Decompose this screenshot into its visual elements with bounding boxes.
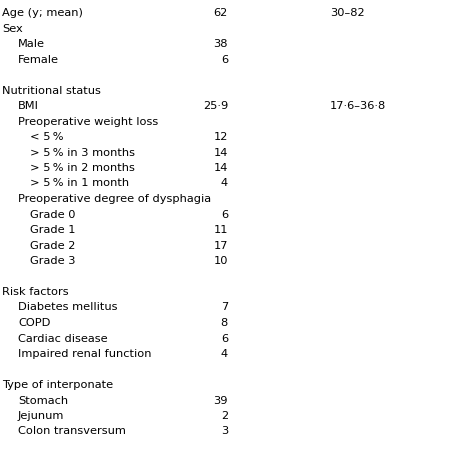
Text: 39: 39 <box>213 395 228 405</box>
Text: 62: 62 <box>214 8 228 18</box>
Text: 6: 6 <box>221 210 228 219</box>
Text: COPD: COPD <box>18 318 50 328</box>
Text: 6: 6 <box>221 334 228 344</box>
Text: 6: 6 <box>221 55 228 64</box>
Text: 2: 2 <box>221 411 228 421</box>
Text: Grade 0: Grade 0 <box>30 210 75 219</box>
Text: 11: 11 <box>213 225 228 235</box>
Text: Sex: Sex <box>2 24 23 34</box>
Text: Preoperative degree of dysphagia: Preoperative degree of dysphagia <box>18 194 211 204</box>
Text: 3: 3 <box>221 427 228 437</box>
Text: Cardiac disease: Cardiac disease <box>18 334 108 344</box>
Text: > 5 % in 1 month: > 5 % in 1 month <box>30 179 129 189</box>
Text: 8: 8 <box>221 318 228 328</box>
Text: Age (y; mean): Age (y; mean) <box>2 8 83 18</box>
Text: < 5 %: < 5 % <box>30 132 64 142</box>
Text: Male: Male <box>18 39 45 49</box>
Text: Grade 1: Grade 1 <box>30 225 75 235</box>
Text: Grade 3: Grade 3 <box>30 256 75 266</box>
Text: > 5 % in 3 months: > 5 % in 3 months <box>30 147 135 157</box>
Text: Colon transversum: Colon transversum <box>18 427 126 437</box>
Text: 10: 10 <box>213 256 228 266</box>
Text: 25·9: 25·9 <box>203 101 228 111</box>
Text: 7: 7 <box>221 302 228 312</box>
Text: 12: 12 <box>214 132 228 142</box>
Text: 38: 38 <box>213 39 228 49</box>
Text: 14: 14 <box>214 147 228 157</box>
Text: Preoperative weight loss: Preoperative weight loss <box>18 117 158 127</box>
Text: Grade 2: Grade 2 <box>30 240 75 250</box>
Text: 4: 4 <box>221 179 228 189</box>
Text: Type of interponate: Type of interponate <box>2 380 113 390</box>
Text: BMI: BMI <box>18 101 39 111</box>
Text: Female: Female <box>18 55 59 64</box>
Text: 17·6–36·8: 17·6–36·8 <box>330 101 386 111</box>
Text: Stomach: Stomach <box>18 395 68 405</box>
Text: > 5 % in 2 months: > 5 % in 2 months <box>30 163 135 173</box>
Text: Risk factors: Risk factors <box>2 287 69 297</box>
Text: 30–82: 30–82 <box>330 8 365 18</box>
Text: Impaired renal function: Impaired renal function <box>18 349 152 359</box>
Text: Jejunum: Jejunum <box>18 411 64 421</box>
Text: 17: 17 <box>213 240 228 250</box>
Text: Nutritional status: Nutritional status <box>2 85 101 95</box>
Text: 14: 14 <box>214 163 228 173</box>
Text: Diabetes mellitus: Diabetes mellitus <box>18 302 118 312</box>
Text: 4: 4 <box>221 349 228 359</box>
